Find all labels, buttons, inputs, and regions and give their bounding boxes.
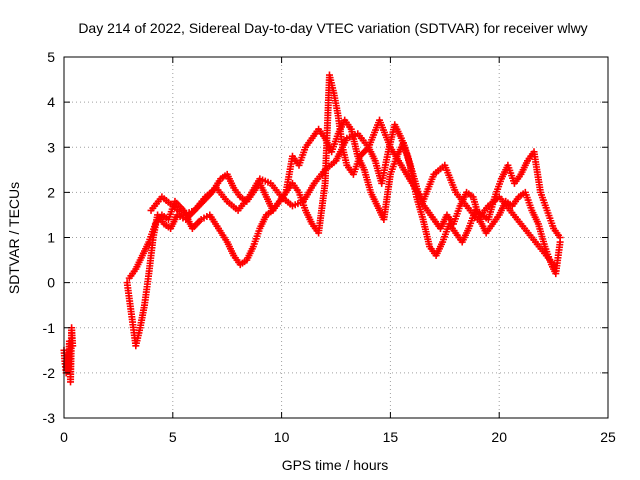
x-tick-label: 5 (169, 429, 177, 445)
y-axis-label: SDTVAR / TECUs (6, 182, 22, 294)
y-tick-label: 1 (47, 230, 55, 246)
y-tick-label: 0 (47, 275, 55, 291)
data-points (60, 71, 564, 386)
y-tick-label: 4 (47, 94, 55, 110)
y-tick-label: 5 (47, 49, 55, 65)
y-tick-label: -3 (43, 410, 56, 426)
y-tick-label: 2 (47, 184, 55, 200)
y-tick-label: 3 (47, 139, 55, 155)
y-tick-label: -1 (43, 320, 56, 336)
x-tick-label: 10 (274, 429, 290, 445)
x-tick-label: 15 (383, 429, 399, 445)
x-tick-label: 25 (600, 429, 616, 445)
chart-title: Day 214 of 2022, Sidereal Day-to-day VTE… (78, 20, 587, 36)
x-tick-label: 20 (491, 429, 507, 445)
x-tick-label: 0 (60, 429, 68, 445)
y-tick-label: -2 (43, 365, 56, 381)
data-point (69, 342, 77, 350)
axis-ticks: 0 5 10 15 20 25 -3 -2 -1 0 1 2 3 4 5 (43, 49, 616, 445)
data-point (556, 234, 564, 241)
x-axis-label: GPS time / hours (282, 457, 389, 473)
data-point (550, 261, 558, 269)
